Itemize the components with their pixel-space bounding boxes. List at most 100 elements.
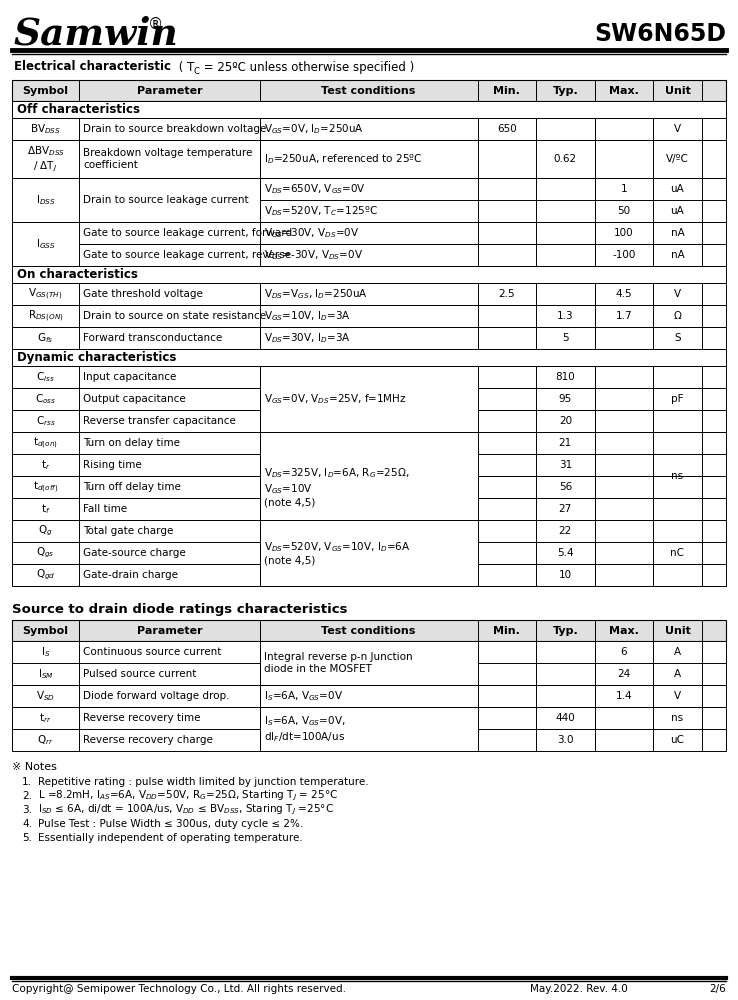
Text: Min.: Min. [494, 86, 520, 96]
Bar [12, 80, 726, 101]
Text: I$_{SM}$: I$_{SM}$ [38, 667, 53, 681]
Bar [12, 305, 726, 327]
Text: 100: 100 [614, 228, 634, 238]
Text: V$_{DS}$=520V, T$_C$=125ºC: V$_{DS}$=520V, T$_C$=125ºC [263, 204, 378, 218]
Bar [12, 327, 726, 349]
Text: Parameter: Parameter [137, 626, 202, 636]
Text: 4.5: 4.5 [615, 289, 632, 299]
Text: 27: 27 [559, 504, 572, 514]
Text: I$_D$=250uA, referenced to 25ºC: I$_D$=250uA, referenced to 25ºC [263, 152, 422, 166]
Bar [12, 101, 726, 118]
Text: uA: uA [671, 206, 684, 216]
Bar [12, 140, 726, 178]
Text: Gate-drain charge: Gate-drain charge [83, 570, 178, 580]
Text: L =8.2mH, I$_{AS}$=6A, V$_{DD}$=50V, R$_G$=25Ω, Starting T$_J$ = 25°C: L =8.2mH, I$_{AS}$=6A, V$_{DD}$=50V, R$_… [38, 789, 338, 803]
Text: Max.: Max. [609, 86, 639, 96]
Text: -100: -100 [613, 250, 635, 260]
Text: V$_{DS}$=325V, I$_D$=6A, R$_G$=25Ω,
V$_{GS}$=10V
(note 4,5): V$_{DS}$=325V, I$_D$=6A, R$_G$=25Ω, V$_{… [263, 466, 409, 508]
Text: I$_{DSS}$: I$_{DSS}$ [35, 193, 55, 207]
Text: On characteristics: On characteristics [17, 268, 138, 281]
Text: Drain to source breakdown voltage: Drain to source breakdown voltage [83, 124, 266, 134]
Text: S: S [674, 333, 680, 343]
Text: uC: uC [670, 735, 684, 745]
Text: BV$_{DSS}$: BV$_{DSS}$ [30, 122, 61, 136]
Text: I$_S$: I$_S$ [41, 645, 50, 659]
Text: G$_{fs}$: G$_{fs}$ [38, 331, 54, 345]
Text: 22: 22 [559, 526, 572, 536]
Text: C$_{rss}$: C$_{rss}$ [35, 414, 55, 428]
Text: t$_r$: t$_r$ [41, 458, 50, 472]
Text: 3.: 3. [22, 805, 32, 815]
Text: 2.: 2. [22, 791, 32, 801]
Text: Ω: Ω [674, 311, 681, 321]
Text: Gate to source leakage current, forward: Gate to source leakage current, forward [83, 228, 292, 238]
Bar [12, 222, 726, 266]
Text: Unit: Unit [664, 626, 690, 636]
Text: Parameter: Parameter [137, 86, 202, 96]
Text: Off characteristics: Off characteristics [17, 103, 140, 116]
Text: Breakdown voltage temperature
coefficient: Breakdown voltage temperature coefficien… [83, 148, 252, 170]
Text: Copyright@ Semipower Technology Co., Ltd. All rights reserved.: Copyright@ Semipower Technology Co., Ltd… [12, 984, 346, 994]
Text: V$_{GS(TH)}$: V$_{GS(TH)}$ [28, 286, 63, 302]
Text: Gate-source charge: Gate-source charge [83, 548, 186, 558]
Text: ®: ® [148, 16, 163, 31]
Text: t$_{rr}$: t$_{rr}$ [39, 711, 52, 725]
Bar [12, 520, 726, 586]
Text: Reverse recovery charge: Reverse recovery charge [83, 735, 213, 745]
Text: t$_{d(off)}$: t$_{d(off)}$ [33, 479, 58, 495]
Text: C$_{iss}$: C$_{iss}$ [36, 370, 55, 384]
Text: Dynamic characteristics: Dynamic characteristics [17, 351, 176, 364]
Text: V$_{GS}$=0V, V$_{DS}$=25V, f=1MHz: V$_{GS}$=0V, V$_{DS}$=25V, f=1MHz [263, 392, 407, 406]
Text: I$_{SD}$ ≤ 6A, di/dt = 100A/us, V$_{DD}$ ≤ BV$_{DSS}$, Staring T$_J$ =25°C: I$_{SD}$ ≤ 6A, di/dt = 100A/us, V$_{DD}$… [38, 803, 334, 817]
Text: Rising time: Rising time [83, 460, 142, 470]
Bar [12, 707, 726, 751]
Text: Test conditions: Test conditions [322, 626, 415, 636]
Text: nA: nA [671, 250, 684, 260]
Text: V$_{DS}$=520V, V$_{GS}$=10V, I$_D$=6A
(note 4,5): V$_{DS}$=520V, V$_{GS}$=10V, I$_D$=6A (n… [263, 540, 410, 566]
Text: I$_S$=6A, V$_{GS}$=0V: I$_S$=6A, V$_{GS}$=0V [263, 689, 343, 703]
Text: 0.62: 0.62 [554, 154, 577, 164]
Text: 2/6: 2/6 [709, 984, 726, 994]
Text: t$_{d(on)}$: t$_{d(on)}$ [33, 435, 58, 451]
Text: Typ.: Typ. [553, 626, 579, 636]
Text: 2.5: 2.5 [498, 289, 515, 299]
Text: Symbol: Symbol [23, 626, 69, 636]
Text: = 25ºC unless otherwise specified ): = 25ºC unless otherwise specified ) [200, 60, 414, 74]
Text: V$_{DS}$=V$_{GS}$, I$_D$=250uA: V$_{DS}$=V$_{GS}$, I$_D$=250uA [263, 287, 368, 301]
Text: SW6N65D: SW6N65D [594, 22, 726, 46]
Text: pF: pF [671, 394, 683, 404]
Text: Turn off delay time: Turn off delay time [83, 482, 181, 492]
Text: V$_{DS}$=30V, I$_D$=3A: V$_{DS}$=30V, I$_D$=3A [263, 331, 351, 345]
Text: 3.0: 3.0 [557, 735, 573, 745]
Text: V/ºC: V/ºC [666, 154, 689, 164]
Text: V: V [674, 289, 681, 299]
Text: 31: 31 [559, 460, 572, 470]
Text: 4.: 4. [22, 819, 32, 829]
Text: ※ Notes: ※ Notes [12, 762, 57, 772]
Text: 5.4: 5.4 [557, 548, 573, 558]
Text: 95: 95 [559, 394, 572, 404]
Bar [12, 118, 726, 140]
Text: Continuous source current: Continuous source current [83, 647, 221, 657]
Text: Reverse transfer capacitance: Reverse transfer capacitance [83, 416, 236, 426]
Text: Reverse recovery time: Reverse recovery time [83, 713, 201, 723]
Text: Drain to source on state resistance: Drain to source on state resistance [83, 311, 266, 321]
Text: Unit: Unit [664, 86, 690, 96]
Text: 810: 810 [556, 372, 575, 382]
Text: t$_f$: t$_f$ [41, 502, 50, 516]
Text: Drain to source leakage current: Drain to source leakage current [83, 195, 249, 205]
Text: ΔBV$_{DSS}$
/ ΔT$_J$: ΔBV$_{DSS}$ / ΔT$_J$ [27, 144, 64, 174]
Text: Max.: Max. [609, 626, 639, 636]
Bar [12, 432, 726, 520]
Text: Pulse Test : Pulse Width ≤ 300us, duty cycle ≤ 2%.: Pulse Test : Pulse Width ≤ 300us, duty c… [38, 819, 303, 829]
Text: Forward transconductance: Forward transconductance [83, 333, 222, 343]
Text: R$_{DS(ON)}$: R$_{DS(ON)}$ [28, 308, 63, 324]
Bar [12, 641, 726, 685]
Text: 1.: 1. [22, 777, 32, 787]
Text: V$_{DS}$=650V, V$_{GS}$=0V: V$_{DS}$=650V, V$_{GS}$=0V [263, 182, 366, 196]
Text: ( T: ( T [175, 60, 194, 74]
Text: 24: 24 [617, 669, 630, 679]
Text: V: V [674, 691, 681, 701]
Text: 1.4: 1.4 [615, 691, 632, 701]
Text: 440: 440 [556, 713, 575, 723]
